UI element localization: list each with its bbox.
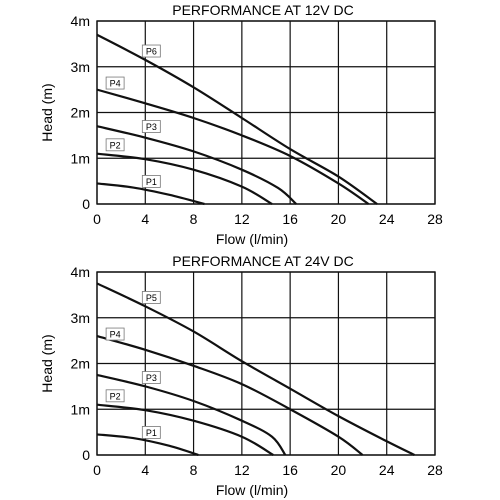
y-tick-label: 4m xyxy=(71,13,90,29)
x-tick-label: 12 xyxy=(234,211,250,227)
series-curve-p4 xyxy=(96,334,364,456)
series-tag-box xyxy=(105,76,125,90)
chart-12v: PERFORMANCE AT 12V DC 0 4 8 12 16 20 24 28 0 1m 2m 3… xyxy=(39,2,443,247)
y-tick-label: 2m xyxy=(71,105,90,121)
series-label: P3 xyxy=(146,373,157,383)
series-curve-p6 xyxy=(96,33,378,205)
x-tick-label: 24 xyxy=(379,462,395,478)
x-tick-label: 28 xyxy=(427,462,443,478)
series-curve-p4 xyxy=(96,88,370,205)
plot-frame xyxy=(96,271,436,456)
chart-title: PERFORMANCE AT 12V DC xyxy=(172,2,354,18)
x-tick-label: 0 xyxy=(93,462,101,478)
series-tag-box xyxy=(105,138,125,152)
series-tag-box xyxy=(141,426,161,439)
series-label: P5 xyxy=(146,293,157,303)
y-tick-label: 4m xyxy=(71,264,90,280)
x-tick-label: 4 xyxy=(141,211,149,227)
series-tag-box xyxy=(105,389,125,403)
y-tick-label: 0 xyxy=(82,196,90,212)
y-tick-label: 3m xyxy=(71,310,90,326)
series-curve-p5 xyxy=(96,282,415,456)
y-tick-label: 0 xyxy=(82,447,90,463)
chart-title: PERFORMANCE AT 24V DC xyxy=(172,253,354,269)
series-curve-p1 xyxy=(96,182,205,206)
x-tick-label: 28 xyxy=(427,211,443,227)
x-tick-label: 8 xyxy=(190,462,198,478)
series-curve-p2 xyxy=(96,152,273,205)
y-tick-label: 3m xyxy=(71,59,90,75)
series-curve-p3 xyxy=(96,373,287,456)
series-tag-box xyxy=(141,44,161,58)
series-label: P6 xyxy=(146,47,157,57)
x-axis-label: Flow (l/min) xyxy=(216,482,288,498)
x-tick-label: 8 xyxy=(190,211,198,227)
x-tick-label: 12 xyxy=(234,462,250,478)
series-label: P4 xyxy=(110,79,121,89)
y-tick-label: 1m xyxy=(71,401,90,417)
x-tick-label: 4 xyxy=(141,462,149,478)
series-label: P2 xyxy=(110,140,121,150)
x-tick-label: 16 xyxy=(282,462,298,478)
series-tag-box xyxy=(141,291,161,304)
series-tag-box xyxy=(141,371,161,384)
series-tag-box xyxy=(141,175,161,188)
series-label: P1 xyxy=(146,177,157,187)
series-curve-p3 xyxy=(96,125,297,205)
x-axis-label: Flow (l/min) xyxy=(216,231,288,247)
series-curve-p2 xyxy=(96,403,274,456)
y-tick-label: 2m xyxy=(71,356,90,372)
series-label: P4 xyxy=(110,330,121,340)
y-tick-label: 1m xyxy=(71,150,90,166)
x-tick-label: 20 xyxy=(331,462,347,478)
x-tick-label: 20 xyxy=(331,211,347,227)
y-axis-label: Head (m) xyxy=(39,334,55,392)
series-tag-box xyxy=(141,120,161,133)
x-tick-label: 24 xyxy=(379,211,395,227)
series-curve-p1 xyxy=(96,433,199,457)
series-label: P3 xyxy=(146,122,157,132)
series-label: P1 xyxy=(146,428,157,438)
series-tag-box xyxy=(105,327,125,341)
y-axis-label: Head (m) xyxy=(39,83,55,141)
x-tick-label: 0 xyxy=(93,211,101,227)
plot-frame xyxy=(96,20,436,205)
x-tick-label: 16 xyxy=(282,211,298,227)
chart-24v: PERFORMANCE AT 24V DC 0 4 8 12 16 20 24 28 0 1m 2m 3… xyxy=(39,253,443,498)
series-label: P2 xyxy=(110,391,121,401)
